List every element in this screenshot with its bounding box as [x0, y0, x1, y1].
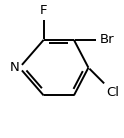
Text: N: N [10, 61, 19, 74]
Text: Cl: Cl [106, 86, 119, 99]
Text: Br: Br [99, 33, 114, 46]
Text: F: F [40, 4, 47, 17]
